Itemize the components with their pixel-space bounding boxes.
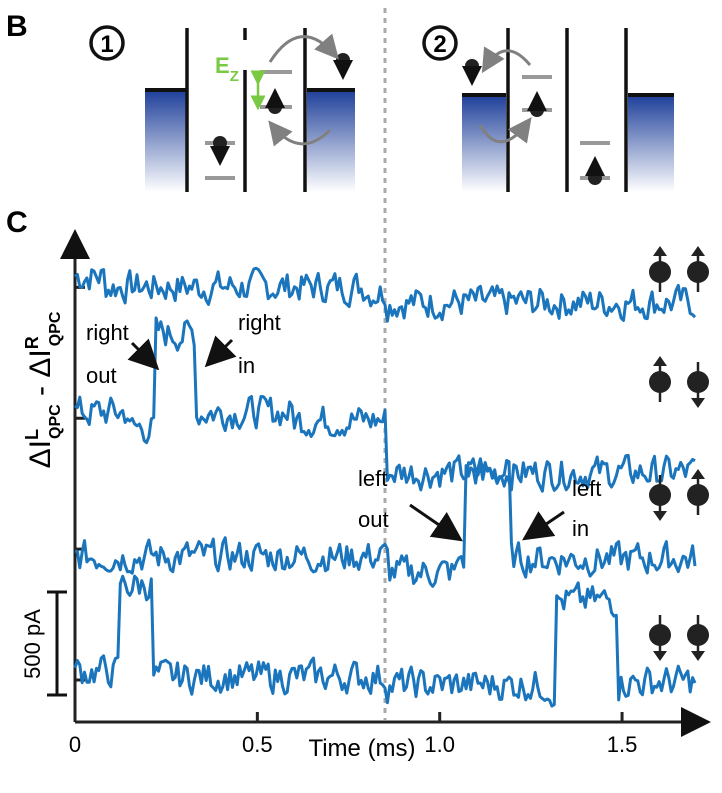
ez-label: EZ <box>215 53 239 85</box>
svg-text:left: left <box>572 476 601 501</box>
spin-down-icon <box>687 362 709 408</box>
annotation-left-out: left out <box>358 466 463 542</box>
spin-up-icon <box>687 246 709 292</box>
traces <box>73 266 697 708</box>
state-1-badge: 1 <box>89 25 125 61</box>
svg-text:out: out <box>358 507 389 532</box>
y-axis-label: ΔIL QPC - ΔIR QPC <box>22 311 64 468</box>
x-tick-label: 0 <box>69 732 81 757</box>
left-lead-2 <box>462 95 506 192</box>
trace-line-4 <box>73 574 697 708</box>
svg-text:right: right <box>86 320 129 345</box>
tunnel-out-arrow <box>481 46 532 74</box>
panel-c-label: C <box>6 206 28 239</box>
annotation-right-out: right out <box>86 320 160 388</box>
state-2-label: 2 <box>433 31 446 58</box>
spin-up-icon <box>649 356 671 402</box>
panel-b-label: B <box>6 10 28 43</box>
tunnel-out-arrow <box>268 33 339 63</box>
annotation-left-in: left in <box>522 476 601 541</box>
tunnel-in-arrow <box>268 120 332 147</box>
svg-text:in: in <box>572 516 589 541</box>
spin-up-icon <box>687 469 709 515</box>
x-tick-label: 1.5 <box>607 732 638 757</box>
x-axis-label: Time (ms) <box>308 735 415 762</box>
x-tick-label: 1.0 <box>424 732 455 757</box>
svg-text:out: out <box>86 363 117 388</box>
trace-line-2 <box>74 316 696 493</box>
spin-icons <box>649 246 709 661</box>
svg-text:in: in <box>238 353 255 378</box>
svg-text:left: left <box>358 466 387 491</box>
state-2-diagram: 2 <box>422 25 674 192</box>
x-ticks: 0 0.5 1.0 1.5 <box>69 712 637 757</box>
spin-up-icon <box>649 246 671 292</box>
panel-c: C 0 0.5 1.0 1.5 Time (ms) ΔIL QPC - ΔIR QPC 5… <box>6 8 711 762</box>
scale-bar: 500 pA <box>20 590 67 697</box>
annotation-right-in: right in <box>204 310 281 378</box>
tunnel-in-arrow <box>478 117 532 144</box>
trace-line-1 <box>74 266 697 323</box>
state-2-badge: 2 <box>422 25 458 61</box>
spin-down-icon <box>687 615 709 661</box>
x-tick-label: 0.5 <box>242 732 273 757</box>
left-lead-1 <box>145 90 187 192</box>
svg-text:right: right <box>238 310 281 335</box>
right-lead-2 <box>628 95 674 192</box>
state-1-diagram: 1 EZ <box>89 25 355 192</box>
state-1-label: 1 <box>100 31 113 58</box>
trace-line-3 <box>74 457 697 588</box>
spin-down-icon <box>649 475 671 521</box>
spin-down-icon <box>649 615 671 661</box>
scale-bar-label: 500 pA <box>20 609 45 679</box>
panel-b: B 1 <box>6 10 674 192</box>
